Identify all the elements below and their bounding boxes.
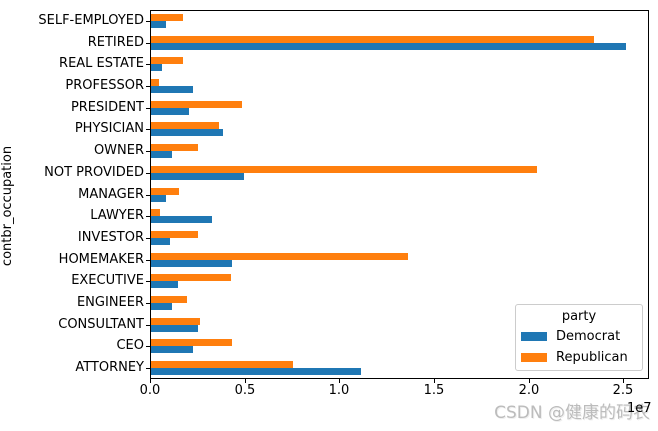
y-tick bbox=[146, 21, 150, 22]
bar-republican-physician bbox=[151, 122, 219, 130]
plot-area bbox=[150, 10, 649, 379]
x-tick bbox=[529, 379, 530, 383]
y-tick-label-self-employed: SELF-EMPLOYED bbox=[38, 13, 144, 28]
y-tick bbox=[146, 216, 150, 217]
watermark: CSDN @健康的码农 bbox=[494, 403, 650, 423]
bar-democrat-self-employed bbox=[151, 20, 166, 28]
bar-republican-professor bbox=[151, 78, 159, 86]
x-tick bbox=[623, 379, 624, 383]
bar-democrat-investor bbox=[151, 237, 170, 245]
y-tick bbox=[146, 86, 150, 87]
y-tick bbox=[146, 303, 150, 304]
y-tick-label-ceo: CEO bbox=[116, 338, 144, 353]
y-tick-label-attorney: ATTORNEY bbox=[75, 360, 144, 375]
bar-democrat-executive bbox=[151, 281, 178, 289]
x-tick bbox=[339, 379, 340, 383]
bar-democrat-manager bbox=[151, 194, 166, 202]
bar-democrat-real-estate bbox=[151, 64, 162, 72]
y-tick-label-owner: OWNER bbox=[93, 143, 144, 158]
legend-title: party bbox=[561, 309, 597, 324]
bar-democrat-not-provided bbox=[151, 172, 244, 180]
x-tick bbox=[150, 379, 151, 383]
bar-republican-executive bbox=[151, 274, 231, 282]
x-tick-label-2-5: 2.5 bbox=[612, 383, 634, 398]
bar-democrat-physician bbox=[151, 129, 223, 137]
x-tick-label-0-0: 0.0 bbox=[139, 383, 161, 398]
y-tick-label-investor: INVESTOR bbox=[77, 230, 144, 245]
legend-swatch-democrat bbox=[521, 332, 547, 341]
y-tick-label-not-provided: NOT PROVIDED bbox=[44, 165, 144, 180]
x-tick-label-1-0: 1.0 bbox=[328, 383, 350, 398]
y-tick bbox=[146, 151, 150, 152]
legend-label-republican: Republican bbox=[556, 350, 628, 365]
x-tick bbox=[434, 379, 435, 383]
y-tick bbox=[146, 325, 150, 326]
y-tick bbox=[146, 260, 150, 261]
bar-republican-ceo bbox=[151, 339, 232, 347]
bar-republican-real-estate bbox=[151, 57, 183, 65]
x-tick-label-1-5: 1.5 bbox=[423, 383, 445, 398]
bar-republican-manager bbox=[151, 187, 179, 195]
bar-democrat-professor bbox=[151, 85, 193, 93]
bar-republican-lawyer bbox=[151, 209, 160, 217]
y-tick bbox=[146, 43, 150, 44]
x-tick bbox=[245, 379, 246, 383]
bar-democrat-homemaker bbox=[151, 259, 232, 267]
bar-republican-consultant bbox=[151, 317, 200, 325]
bar-republican-investor bbox=[151, 230, 198, 238]
bar-republican-attorney bbox=[151, 361, 293, 369]
bar-democrat-engineer bbox=[151, 303, 172, 311]
bar-democrat-consultant bbox=[151, 324, 198, 332]
y-tick-label-professor: PROFESSOR bbox=[65, 78, 144, 93]
y-tick bbox=[146, 281, 150, 282]
legend-entry-democrat: Democrat bbox=[516, 326, 642, 347]
y-tick-label-consultant: CONSULTANT bbox=[58, 317, 144, 332]
y-tick-label-executive: EXECUTIVE bbox=[71, 273, 144, 288]
y-tick bbox=[146, 368, 150, 369]
bar-republican-not-provided bbox=[151, 165, 537, 173]
legend-swatch-republican bbox=[521, 353, 547, 362]
bar-republican-engineer bbox=[151, 296, 187, 304]
y-tick-label-physician: PHYSICIAN bbox=[74, 121, 144, 136]
x-axis-offset-label: 1e7 bbox=[627, 401, 652, 416]
y-tick bbox=[146, 238, 150, 239]
y-tick bbox=[146, 346, 150, 347]
y-tick-label-real-estate: REAL ESTATE bbox=[59, 56, 144, 71]
bar-republican-retired bbox=[151, 35, 594, 43]
bar-democrat-lawyer bbox=[151, 216, 212, 224]
y-tick-label-lawyer: LAWYER bbox=[90, 208, 144, 223]
bar-republican-self-employed bbox=[151, 13, 183, 21]
y-tick-label-homemaker: HOMEMAKER bbox=[58, 252, 144, 267]
bar-republican-homemaker bbox=[151, 252, 408, 260]
y-tick-label-engineer: ENGINEER bbox=[76, 295, 144, 310]
y-tick-label-retired: RETIRED bbox=[87, 35, 144, 50]
x-tick-label-0-5: 0.5 bbox=[234, 383, 256, 398]
y-tick-label-manager: MANAGER bbox=[78, 187, 144, 202]
bar-democrat-ceo bbox=[151, 346, 193, 354]
bar-democrat-attorney bbox=[151, 368, 361, 376]
bar-republican-president bbox=[151, 100, 242, 108]
y-tick-label-president: PRESIDENT bbox=[70, 100, 144, 115]
y-tick bbox=[146, 195, 150, 196]
legend-label-democrat: Democrat bbox=[556, 329, 621, 344]
bar-democrat-president bbox=[151, 107, 189, 115]
bar-republican-owner bbox=[151, 144, 198, 152]
bar-democrat-retired bbox=[151, 42, 626, 50]
legend: party Democrat Republican bbox=[515, 304, 643, 371]
y-tick bbox=[146, 173, 150, 174]
y-tick bbox=[146, 129, 150, 130]
legend-entry-republican: Republican bbox=[516, 347, 642, 368]
y-tick bbox=[146, 64, 150, 65]
y-tick bbox=[146, 108, 150, 109]
x-tick-label-2-0: 2.0 bbox=[518, 383, 540, 398]
bar-democrat-owner bbox=[151, 151, 172, 159]
